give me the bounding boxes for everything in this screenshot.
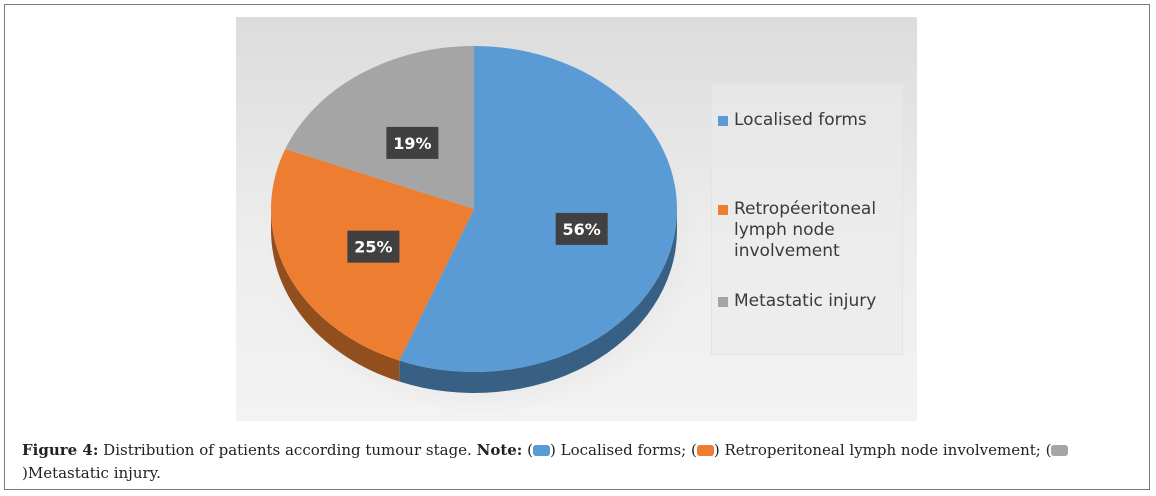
caption-item2: ) Retroperitoneal lymph node involvement… <box>713 441 1052 459</box>
pie-slice-0 <box>399 46 677 372</box>
caption-swatch-gray <box>1051 445 1069 456</box>
caption-swatch-orange <box>696 445 714 456</box>
data-label-box-0 <box>555 212 608 245</box>
legend-label-lymph: Retropéeritoneal lymph node involvement <box>734 199 877 261</box>
pie-side-1 <box>271 209 400 382</box>
legend-label-metastatic: Metastatic injury <box>734 291 877 311</box>
legend-swatch-localised <box>718 116 728 126</box>
data-label-box-1 <box>347 230 400 263</box>
figure-label: Figure 4: <box>22 441 99 459</box>
caption-item1: ) Localised forms; ( <box>549 441 697 459</box>
data-label-text-2: 19% <box>393 134 431 153</box>
pie-slice-2 <box>285 46 474 209</box>
caption-item3: )Metastatic injury. <box>22 464 161 482</box>
legend-swatch-metastatic <box>718 297 728 307</box>
figure-caption: Figure 4: Distribution of patients accor… <box>22 439 1146 485</box>
legend-item-lymph: Retropéeritoneal lymph node involvement <box>718 199 894 262</box>
legend-swatch-lymph <box>718 205 728 215</box>
caption-text: Distribution of patients according tumou… <box>103 441 472 459</box>
pie-side-0 <box>399 209 677 393</box>
figure-frame <box>4 4 1150 490</box>
legend-item-metastatic: Metastatic injury <box>718 291 894 312</box>
data-label-text-0: 56% <box>563 220 601 239</box>
caption-swatch-blue <box>532 445 550 456</box>
pie-chart: 56% 25% 19% <box>265 46 699 417</box>
legend-item-localised: Localised forms <box>718 110 894 131</box>
data-label-text-1: 25% <box>354 238 392 257</box>
note-label: Note: <box>476 441 523 459</box>
data-label-0: 56% <box>555 212 608 245</box>
chart-legend: Localised forms Retropéeritoneal lymph n… <box>711 84 903 355</box>
legend-label-localised: Localised forms <box>734 110 867 130</box>
data-label-2: 19% <box>386 126 439 159</box>
data-label-box-2 <box>386 126 439 159</box>
data-label-1: 25% <box>347 230 400 263</box>
chart-area: 56% 25% 19% Localised forms Retropéeritone… <box>236 17 917 421</box>
caption-open-paren: ( <box>527 441 533 459</box>
